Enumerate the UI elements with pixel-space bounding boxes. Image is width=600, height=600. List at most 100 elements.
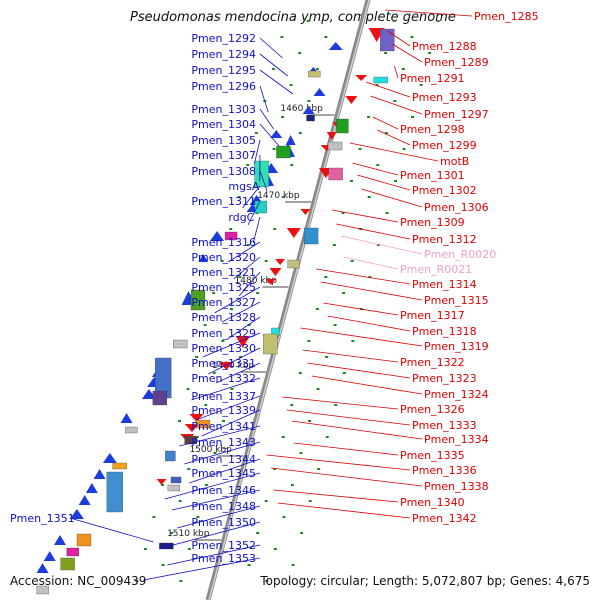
leader-line	[259, 85, 269, 113]
gene-label-left: Pmen_1303	[191, 103, 274, 130]
leader-line	[394, 65, 399, 79]
gene-label-left: Pmen_1353	[143, 552, 261, 581]
gene-label-text: Pmen_1332	[191, 372, 256, 385]
track-tick	[265, 580, 269, 582]
gene-label-right: Pmen_1334	[291, 420, 489, 446]
gene-label-text: Pmen_1346	[191, 484, 256, 497]
gene-label-right: Pmen_1306	[361, 188, 489, 214]
track-tick	[247, 324, 251, 326]
gene-label-text: Pmen_1324	[424, 388, 489, 401]
track-tick	[428, 52, 432, 54]
leader-line	[357, 174, 411, 191]
gene-arrow-plus	[285, 135, 296, 145]
track-tick	[334, 404, 338, 406]
track-tick	[367, 196, 371, 198]
gene-label-text: Pmen_1298	[400, 123, 465, 136]
gene-label-left: Pmen_1331	[191, 357, 261, 384]
gene-label-left: mgsA	[228, 180, 261, 209]
gene-box	[306, 114, 315, 122]
gene-label-right: Pmen_1289	[392, 43, 489, 69]
gene-label-left: Pmen_1327	[191, 296, 261, 323]
gene-arrow-plus	[120, 413, 133, 423]
gene-label-text: Pmen_1329	[191, 327, 256, 340]
gene-label-text: Pmen_1303	[191, 103, 256, 116]
leader-line	[316, 268, 411, 285]
leader-line	[201, 409, 261, 437]
track-tick	[178, 500, 182, 502]
gene-label-right: Pmen_1322	[302, 349, 465, 369]
gene-label-text: Pmen_1351	[10, 512, 75, 525]
gene-arrow-minus	[275, 259, 286, 265]
gene-label-right: Pmen_1318	[327, 315, 477, 338]
track-tick	[350, 180, 353, 182]
leader-line	[178, 425, 261, 447]
leader-line	[311, 375, 423, 395]
gene-label-text: Pmen_1306	[424, 201, 489, 214]
track-tick	[135, 580, 139, 582]
gene-label-text: Pmen_1316	[191, 236, 256, 249]
gene-label-text: Pmen_1336	[412, 464, 477, 477]
gene-label-right: Pmen_1324	[311, 375, 489, 401]
gene-label-right: Pmen_1309	[331, 209, 465, 229]
gene-arrow-plus	[102, 453, 117, 463]
gene-label-text: Pmen_1353	[191, 552, 256, 565]
track-tick	[307, 340, 311, 342]
track-tick	[333, 324, 337, 326]
gene-label-left: Pmen_1345	[164, 467, 261, 500]
gene-box	[159, 542, 174, 550]
map-title: Pseudomonas mendocina ymp, complete geno…	[130, 10, 456, 25]
gene-box	[254, 200, 267, 214]
gene-label-right: Pmen_1317	[323, 302, 465, 322]
gene-label-text: Pmen_1285	[474, 10, 539, 23]
scale-label: 1480 kbp	[235, 276, 278, 286]
leader-line	[177, 505, 261, 529]
track-tick	[196, 516, 200, 518]
track-tick	[411, 116, 415, 118]
leader-line	[343, 256, 399, 270]
gene-arrow-plus	[141, 389, 156, 399]
gene-arrow-minus	[184, 424, 199, 432]
gene-label-text: Pmen_1312	[412, 233, 477, 246]
track-tick	[332, 244, 336, 246]
gene-label-right: Pmen_1288	[387, 30, 477, 53]
leader-line	[238, 271, 261, 297]
track-tick	[298, 52, 302, 54]
gene-label-text: Pmen_1345	[191, 467, 256, 480]
gene-box	[254, 160, 269, 188]
track-tick	[246, 244, 250, 246]
leader-line	[247, 200, 261, 226]
gene-label-text: Pmen_1344	[191, 453, 256, 466]
gene-label-text: Pmen_1311	[191, 195, 256, 208]
gene-label-text: Pmen_1292	[191, 32, 256, 45]
gene-arrow-minus	[189, 414, 204, 422]
track-tick	[341, 212, 345, 214]
track-tick	[376, 244, 380, 246]
leader-line	[387, 30, 411, 47]
track-tick	[298, 372, 302, 374]
gene-arrow-plus	[69, 509, 84, 519]
track-tick	[187, 468, 191, 470]
gene-label-left: Pmen_1329	[191, 327, 261, 358]
gene-label-left: Pmen_1343	[184, 436, 261, 465]
gene-box	[373, 76, 388, 84]
gene-label-text: Pmen_1333	[412, 419, 477, 432]
gene-label-right: Pmen_1291	[394, 65, 465, 85]
gene-arrow-minus	[219, 362, 234, 370]
gene-label-left: Pmen_1295	[191, 64, 294, 95]
leader-line	[320, 281, 423, 301]
gene-box	[195, 419, 211, 429]
track-tick	[384, 132, 388, 134]
gene-arrow-plus	[198, 254, 209, 262]
gene-label-left: Pmen_1325	[191, 281, 261, 314]
gene-arrow-plus	[93, 469, 106, 479]
scale-label: 1490 kbp	[212, 361, 255, 371]
track-tick	[280, 36, 284, 38]
track-tick	[436, 20, 440, 22]
leader-line	[221, 301, 261, 323]
gene-label-right: Pmen_1302	[357, 174, 477, 197]
leader-line	[252, 216, 261, 244]
gene-label-right: Pmen_1297	[370, 95, 489, 121]
track-tick	[239, 356, 243, 358]
track-tick	[272, 148, 276, 150]
gene-label-left: Pmen_1344	[189, 453, 261, 484]
